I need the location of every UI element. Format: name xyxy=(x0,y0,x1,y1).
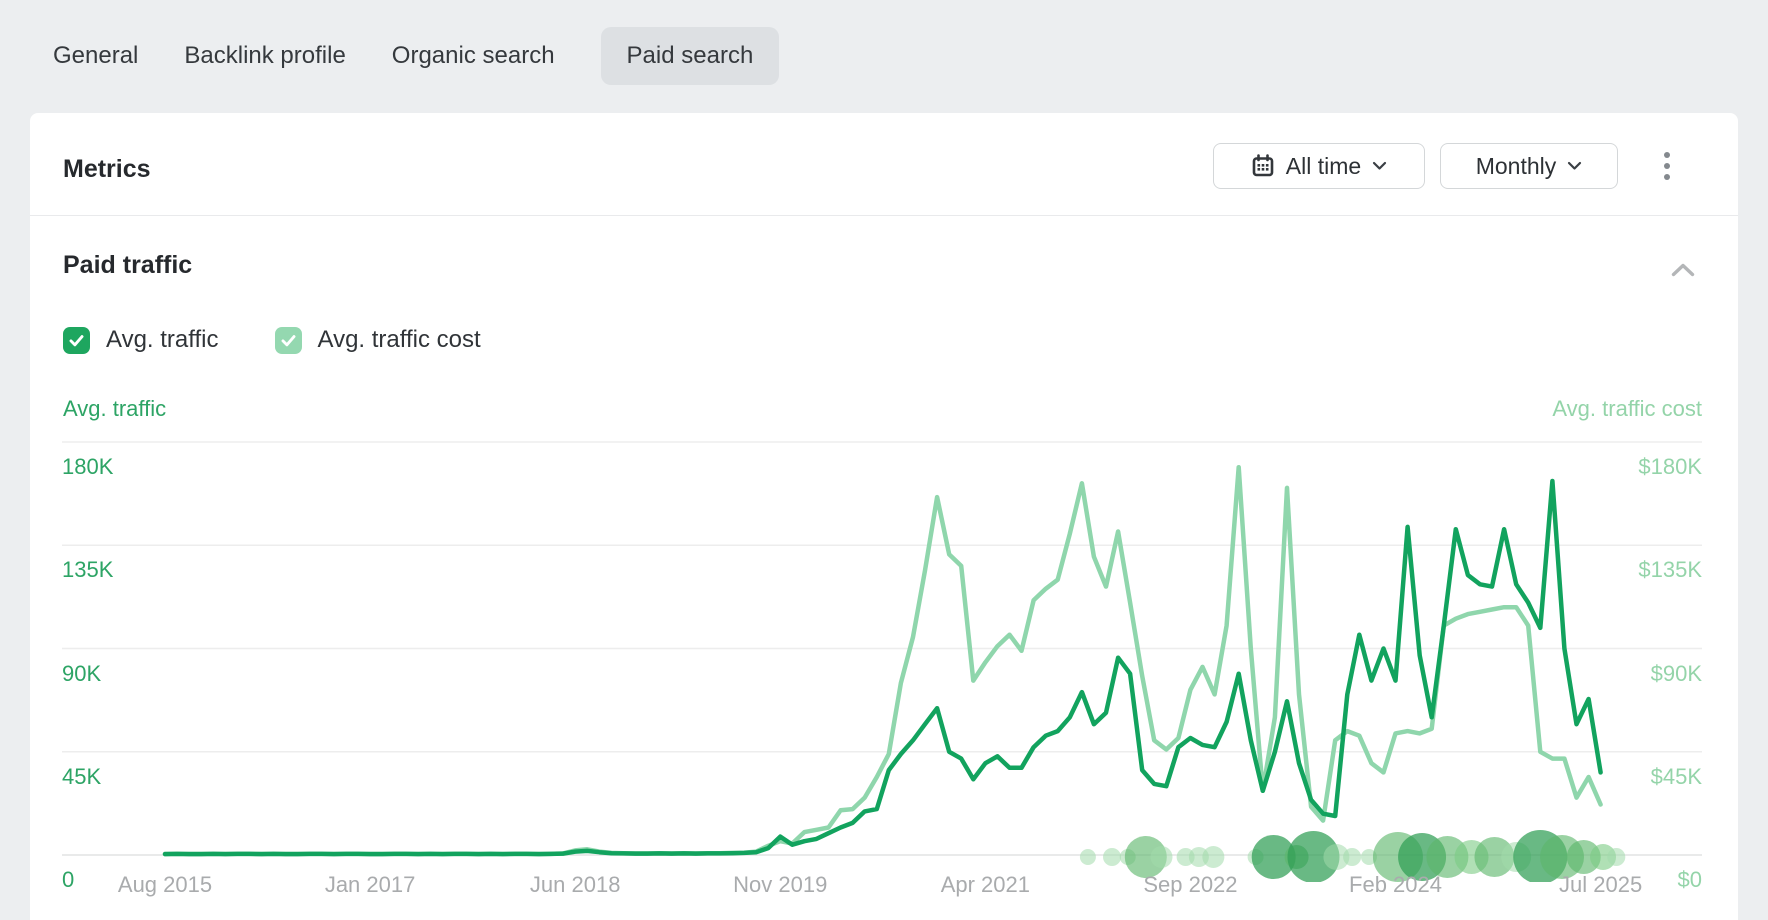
avg-traffic-cost-checkbox-label: Avg. traffic cost xyxy=(317,326,481,353)
event-bubble[interactable] xyxy=(1124,836,1167,878)
metrics-title: Metrics xyxy=(63,155,151,183)
left-axis-title: Avg. traffic xyxy=(63,396,167,421)
event-bubble[interactable] xyxy=(1360,849,1377,865)
y-axis-label-right: $135K xyxy=(1638,557,1702,583)
y-axis-label-right: $0 xyxy=(1677,867,1702,892)
event-bubble[interactable] xyxy=(1103,848,1122,866)
x-axis-label: Jul 2025 xyxy=(1559,872,1643,897)
event-bubble[interactable] xyxy=(1202,846,1225,868)
event-bubble[interactable] xyxy=(1474,837,1515,877)
x-axis-label: Jun 2018 xyxy=(529,872,621,897)
event-bubble[interactable] xyxy=(1607,848,1626,866)
tab-general[interactable]: General xyxy=(53,27,138,85)
tab-backlink-profile[interactable]: Backlink profile xyxy=(184,27,345,85)
date-range-button[interactable]: All time xyxy=(1213,143,1425,189)
event-bubble[interactable] xyxy=(1566,840,1601,874)
event-bubble[interactable] xyxy=(1287,831,1340,882)
chevron-down-icon xyxy=(1567,161,1582,171)
x-axis-label: Feb 2024 xyxy=(1349,872,1442,897)
y-axis-label-left: 135K xyxy=(62,557,114,583)
y-axis-label-right: $45K xyxy=(1650,763,1702,789)
y-axis-label-left: 180K xyxy=(62,454,114,479)
event-bubble[interactable] xyxy=(1590,844,1617,870)
granularity-button[interactable]: Monthly xyxy=(1440,143,1618,189)
legend-item-avg-traffic[interactable]: Avg. traffic xyxy=(63,326,219,354)
x-axis-label: Aug 2015 xyxy=(117,872,213,897)
event-bubble[interactable] xyxy=(1251,835,1296,879)
chart-legend: Avg. traffic Avg. traffic cost xyxy=(63,326,481,354)
y-axis-label-left: 0 xyxy=(62,867,75,892)
series-line-avg-traffic[interactable] xyxy=(162,478,1603,857)
x-axis-label: Sep 2022 xyxy=(1143,872,1238,897)
x-axis-label: Jan 2017 xyxy=(324,872,416,897)
x-axis-label: Nov 2019 xyxy=(733,872,828,897)
event-bubble[interactable] xyxy=(1323,844,1350,870)
event-bubble[interactable] xyxy=(1426,836,1469,878)
y-axis-label-left: 90K xyxy=(62,660,102,686)
x-axis-label: Apr 2021 xyxy=(940,872,1030,897)
event-bubble[interactable] xyxy=(1079,849,1096,865)
profile-tabs: General Backlink profile Organic search … xyxy=(53,26,780,86)
y-axis-label-left: 45K xyxy=(62,763,102,789)
right-axis-title: Avg. traffic cost xyxy=(1552,396,1702,421)
event-bubble[interactable] xyxy=(1150,846,1173,868)
chevron-up-icon[interactable] xyxy=(1668,259,1698,283)
granularity-label: Monthly xyxy=(1475,152,1557,179)
y-axis-label-right: $180K xyxy=(1638,454,1702,479)
paid-traffic-title: Paid traffic xyxy=(63,251,193,279)
y-axis-label-right: $90K xyxy=(1650,660,1702,686)
chevron-down-icon xyxy=(1372,161,1387,171)
tab-paid-search[interactable]: Paid search xyxy=(600,27,780,85)
kebab-menu-icon[interactable] xyxy=(1656,146,1678,186)
avg-traffic-checkbox-label: Avg. traffic xyxy=(106,326,219,353)
avg-traffic-cost-checkbox[interactable] xyxy=(274,326,302,354)
tab-organic-search[interactable]: Organic search xyxy=(392,27,555,85)
header-divider xyxy=(30,215,1738,216)
date-range-label: All time xyxy=(1285,152,1362,179)
avg-traffic-checkbox[interactable] xyxy=(63,326,90,354)
paid-traffic-chart xyxy=(62,441,1702,882)
calendar-icon xyxy=(1251,154,1275,178)
event-bubble[interactable] xyxy=(1343,848,1362,866)
legend-item-avg-traffic-cost[interactable]: Avg. traffic cost xyxy=(274,326,481,354)
